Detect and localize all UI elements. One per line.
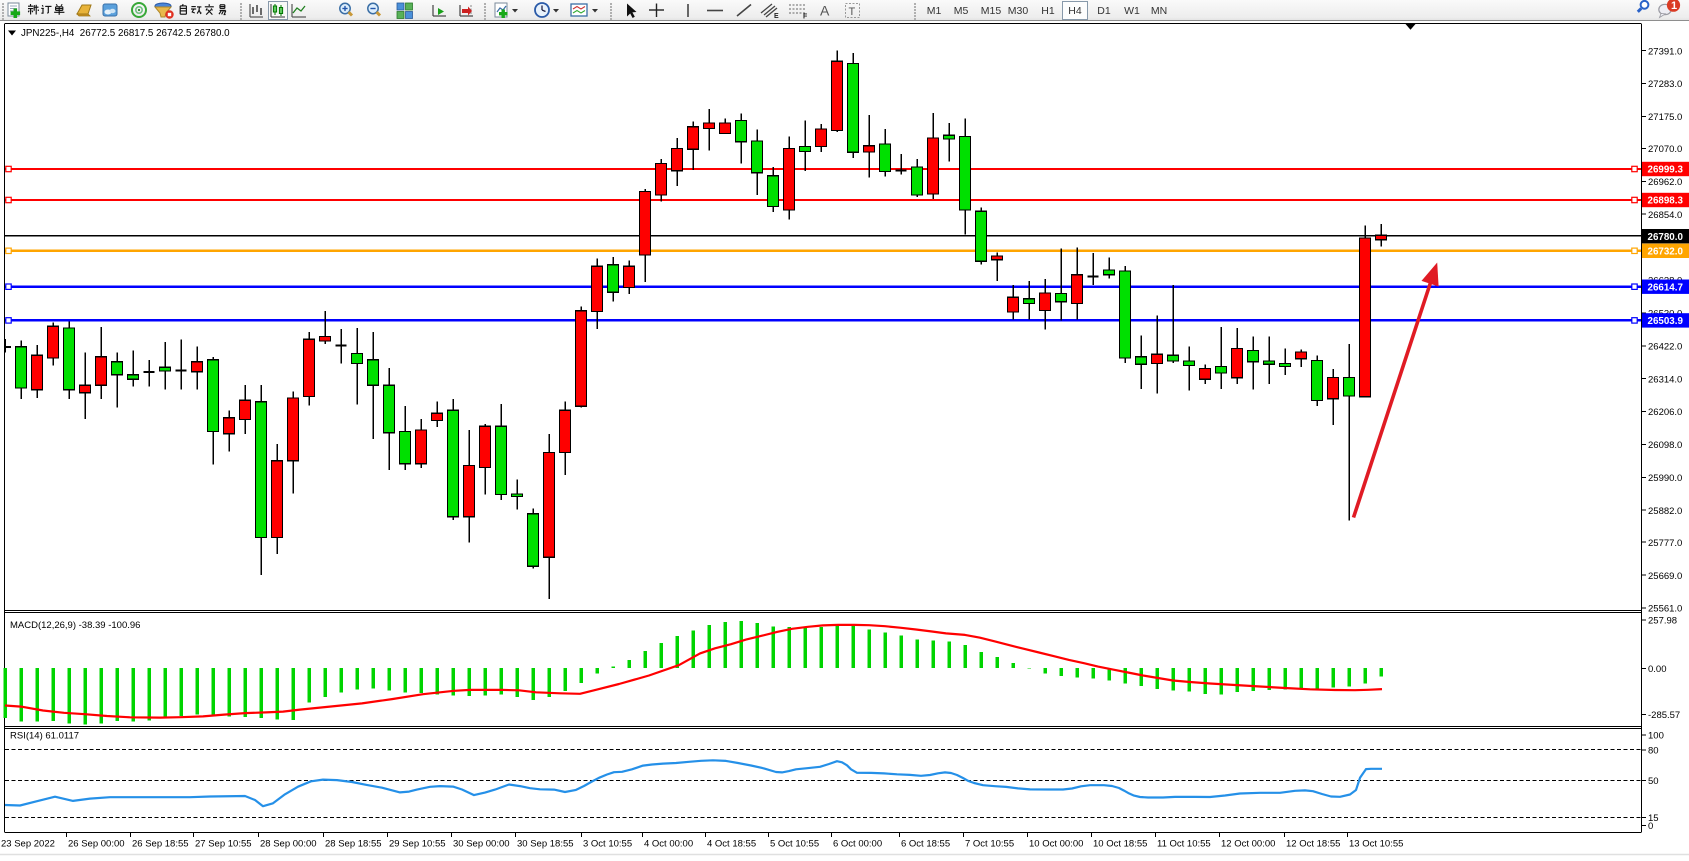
svg-text:27283.0: 27283.0	[1648, 79, 1682, 90]
svg-text:15: 15	[1648, 813, 1659, 824]
svg-text:5 Oct 10:55: 5 Oct 10:55	[770, 839, 819, 850]
svg-text:12 Oct 00:00: 12 Oct 00:00	[1221, 839, 1275, 850]
svg-text:D1: D1	[1097, 5, 1111, 17]
svg-text:M15: M15	[981, 5, 1002, 17]
svg-text:23 Sep 2022: 23 Sep 2022	[1, 839, 55, 850]
svg-text:26898.3: 26898.3	[1648, 196, 1684, 207]
svg-text:29 Sep 10:55: 29 Sep 10:55	[389, 839, 446, 850]
svg-text:H4: H4	[1068, 5, 1082, 17]
svg-text:RSI(14) 61.0117: RSI(14) 61.0117	[10, 731, 79, 742]
svg-text:26098.0: 26098.0	[1648, 440, 1682, 451]
svg-text:3 Oct 10:55: 3 Oct 10:55	[583, 839, 632, 850]
svg-text:27175.0: 27175.0	[1648, 112, 1682, 123]
svg-text:25669.0: 25669.0	[1648, 571, 1682, 582]
svg-text:30 Sep 18:55: 30 Sep 18:55	[517, 839, 574, 850]
svg-text:A: A	[820, 3, 830, 19]
svg-text:MN: MN	[1151, 5, 1167, 17]
svg-text:28 Sep 00:00: 28 Sep 00:00	[260, 839, 317, 850]
svg-text:26 Sep 00:00: 26 Sep 00:00	[68, 839, 125, 850]
svg-text:0: 0	[1648, 821, 1653, 832]
svg-text:26614.7: 26614.7	[1648, 282, 1684, 293]
svg-text:13 Oct 10:55: 13 Oct 10:55	[1349, 839, 1403, 850]
svg-text:28 Sep 18:55: 28 Sep 18:55	[325, 839, 382, 850]
svg-text:H1: H1	[1041, 5, 1055, 17]
svg-text:26206.0: 26206.0	[1648, 407, 1682, 418]
svg-text:-285.57: -285.57	[1648, 710, 1680, 721]
svg-text:6 Oct 18:55: 6 Oct 18:55	[901, 839, 950, 850]
svg-text:26732.0: 26732.0	[1648, 246, 1684, 257]
svg-text:11 Oct 10:55: 11 Oct 10:55	[1157, 839, 1211, 850]
svg-text:26854.0: 26854.0	[1648, 210, 1682, 221]
svg-text:25561.0: 25561.0	[1648, 604, 1682, 615]
svg-text:F: F	[803, 14, 808, 21]
svg-text:6 Oct 00:00: 6 Oct 00:00	[833, 839, 882, 850]
svg-text:0.00: 0.00	[1648, 664, 1667, 675]
svg-text:26780.0: 26780.0	[1648, 232, 1684, 243]
svg-text:26962.0: 26962.0	[1648, 177, 1682, 188]
svg-text:26999.3: 26999.3	[1648, 165, 1684, 176]
svg-text:4 Oct 00:00: 4 Oct 00:00	[644, 839, 693, 850]
svg-text:12 Oct 18:55: 12 Oct 18:55	[1286, 839, 1340, 850]
svg-text:25990.0: 25990.0	[1648, 473, 1682, 484]
svg-text:10 Oct 18:55: 10 Oct 18:55	[1093, 839, 1147, 850]
svg-text:W1: W1	[1124, 5, 1140, 17]
svg-text:100: 100	[1648, 731, 1664, 742]
svg-text:26422.0: 26422.0	[1648, 342, 1682, 353]
svg-text:M5: M5	[954, 5, 969, 17]
svg-text:257.98: 257.98	[1648, 616, 1677, 627]
svg-text:27070.0: 27070.0	[1648, 144, 1682, 155]
svg-text:25777.0: 25777.0	[1648, 538, 1682, 549]
svg-text:30 Sep 00:00: 30 Sep 00:00	[453, 839, 510, 850]
svg-text:27391.0: 27391.0	[1648, 46, 1682, 57]
svg-text:7 Oct 10:55: 7 Oct 10:55	[965, 839, 1014, 850]
svg-text:80: 80	[1648, 746, 1659, 757]
svg-text:4 Oct 18:55: 4 Oct 18:55	[707, 839, 756, 850]
svg-text:M30: M30	[1008, 5, 1029, 17]
svg-text:10 Oct 00:00: 10 Oct 00:00	[1029, 839, 1083, 850]
svg-text:26503.9: 26503.9	[1648, 316, 1684, 327]
svg-text:E: E	[774, 13, 779, 20]
svg-text:50: 50	[1648, 776, 1659, 787]
svg-text:25882.0: 25882.0	[1648, 506, 1682, 517]
svg-text:26314.0: 26314.0	[1648, 374, 1682, 385]
svg-text:26 Sep 18:55: 26 Sep 18:55	[132, 839, 189, 850]
svg-text:1: 1	[1671, 0, 1677, 12]
svg-text:MACD(12,26,9) -38.39 -100.96: MACD(12,26,9) -38.39 -100.96	[10, 620, 140, 631]
svg-text:M1: M1	[927, 5, 942, 17]
svg-text:T: T	[849, 6, 856, 18]
svg-text:27 Sep 10:55: 27 Sep 10:55	[195, 839, 252, 850]
svg-text:JPN225-,H4 26772.5 26817.5 26: JPN225-,H4 26772.5 26817.5 26742.5 26780…	[21, 28, 230, 39]
